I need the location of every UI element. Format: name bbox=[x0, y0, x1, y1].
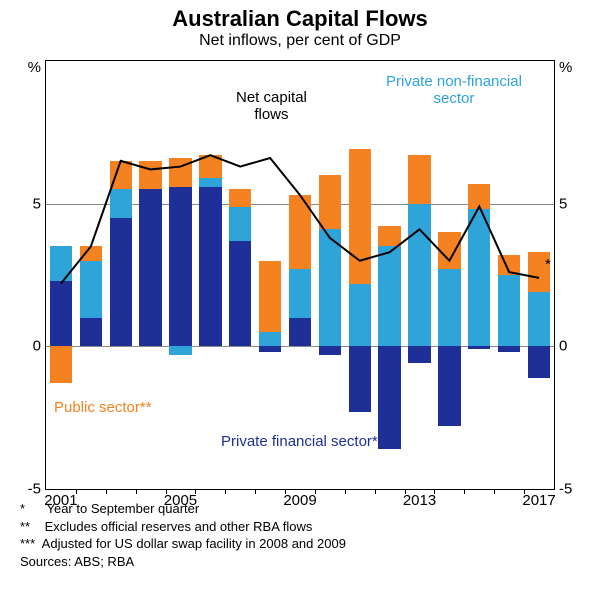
chart-subtitle: Net inflows, per cent of GDP bbox=[0, 32, 600, 50]
x-tick bbox=[494, 489, 495, 494]
y-tick-label-right: 5 bbox=[559, 195, 567, 212]
x-tick bbox=[106, 489, 107, 494]
y-tick-label-right: -5 bbox=[559, 481, 572, 498]
y-tick-label-right: 0 bbox=[559, 338, 567, 355]
y-unit-right: % bbox=[559, 59, 572, 76]
y-tick-label-left: 0 bbox=[33, 338, 41, 355]
plot-area: % % -5-5005520012005200920132017*Net cap… bbox=[45, 60, 555, 490]
footnote-line: Sources: ABS; RBA bbox=[20, 553, 346, 571]
chart-title: Australian Capital Flows bbox=[0, 0, 600, 32]
x-tick bbox=[375, 489, 376, 494]
x-tick-label: 2013 bbox=[403, 492, 436, 509]
y-tick-label-left: 5 bbox=[33, 195, 41, 212]
legend-private-non-financial: Private non-financialsector bbox=[386, 73, 522, 107]
legend-private-financial: Private financial sector*** bbox=[221, 433, 389, 450]
footnotes: * Year to September quarter** Excludes o… bbox=[20, 500, 346, 570]
net-line bbox=[46, 61, 554, 489]
footnote-line: * Year to September quarter bbox=[20, 500, 346, 518]
legend-public-sector: Public sector** bbox=[54, 399, 152, 416]
legend-net-flows: Net capitalflows bbox=[236, 89, 307, 123]
footnote-line: *** Adjusted for US dollar swap facility… bbox=[20, 535, 346, 553]
x-tick-label: 2017 bbox=[522, 492, 555, 509]
y-unit-left: % bbox=[28, 59, 41, 76]
x-tick bbox=[464, 489, 465, 494]
x-tick bbox=[225, 489, 226, 494]
last-point-asterisk: * bbox=[545, 256, 551, 273]
footnote-line: ** Excludes official reserves and other … bbox=[20, 518, 346, 536]
x-tick bbox=[345, 489, 346, 494]
chart-container: Australian Capital Flows Net inflows, pe… bbox=[0, 0, 600, 601]
x-tick bbox=[136, 489, 137, 494]
x-tick bbox=[255, 489, 256, 494]
y-tick-label-left: -5 bbox=[28, 481, 41, 498]
